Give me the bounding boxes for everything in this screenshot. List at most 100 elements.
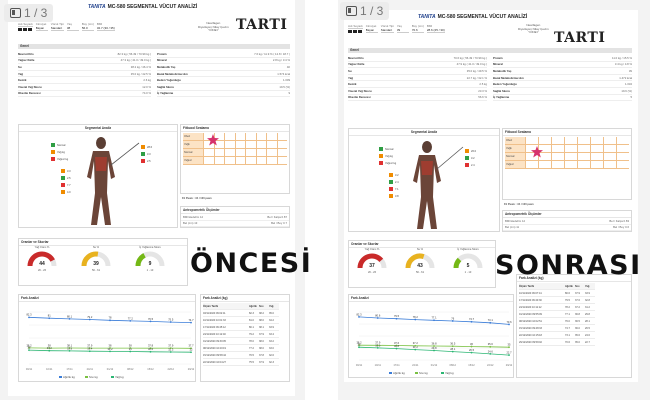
- data-label: 37.6: [394, 341, 400, 345]
- table-cell: 38.0: [259, 318, 264, 322]
- pointer-line: [110, 142, 140, 166]
- data-label: 35: [508, 343, 511, 347]
- data-point: [414, 344, 417, 347]
- table-cell: 29.8: [585, 312, 590, 316]
- segment-swatch: [389, 187, 393, 191]
- fitbar-cell: [525, 137, 538, 144]
- legend-swatch: [111, 376, 114, 378]
- gauge-label: Su %: [416, 248, 424, 251]
- genel-row: Kemik 2.5 kg: [348, 81, 487, 88]
- fitbar-cell: [245, 141, 256, 148]
- segment-swatch: [61, 183, 65, 187]
- table-cell: 38.1: [259, 325, 264, 329]
- page-indicator[interactable]: 1 / 3: [340, 2, 390, 20]
- data-label: 76.5: [148, 317, 154, 321]
- fitbar-cell: [590, 161, 603, 168]
- genel-value: 74.0 %: [142, 91, 151, 96]
- fitbar-label: Normal: [183, 149, 203, 156]
- oranlar-title: Oranlar ve Skorlar: [349, 241, 495, 248]
- fitbar-grid: Obez Yağlı Normal Yağsız: [505, 137, 629, 169]
- legend-swatch: [59, 376, 62, 378]
- antro-left: Bel (cm) 13: [183, 221, 198, 226]
- legend-label: Yağsız kg: [385, 161, 397, 165]
- segment-value: 7.7: [61, 183, 71, 187]
- segmental-legend: Normal Yağ kg Yağsız kg: [51, 143, 68, 161]
- fitbar-row: Yağlı: [183, 141, 287, 149]
- genel-row: Mineral 3.4 kg / 4.8 %: [493, 62, 632, 69]
- fit-score: Fit Puanı : 34 / 100 puan: [182, 197, 212, 200]
- fitbar-cell: [276, 149, 288, 156]
- segment-values: 3.2 2.4 7.1 3.8: [389, 173, 399, 198]
- genel-value: 19.6 (%): [621, 88, 632, 93]
- table-cell: 17/11/2020 09:40:30: [519, 298, 542, 302]
- fitbar-cell: [213, 133, 225, 140]
- gauge-label: İç Yağlanma Skoru: [457, 248, 479, 251]
- genel-key: Viseral Yağ Skoru: [348, 88, 372, 93]
- legend-label: Yağ kg: [115, 375, 124, 379]
- antro-right: Bel / Kalça 0.83: [609, 218, 629, 223]
- segment-value: 3.2: [389, 173, 399, 177]
- swatch: [18, 28, 22, 31]
- report-header: TANITA MC-580 SEGMENTAL VÜCUT ANALİZİ: [418, 14, 527, 20]
- fitbar-cell: [616, 153, 629, 160]
- table-cell: 32.6: [269, 353, 274, 357]
- genel-value: 47.3 kg ( 41.0 / 49.0 kg ): [120, 58, 151, 63]
- table-cell: 22/12/2020 10:15:18: [519, 333, 542, 337]
- genel-row: Obezite Derecesi 74.0 %: [18, 91, 151, 98]
- antro-box: Antropometrik Ölçümler BMI/Hedefim 12 Bel…: [502, 210, 632, 232]
- gauge-fill: [81, 251, 99, 267]
- fitbar-cell: [564, 161, 577, 168]
- fitbar-cell: [603, 137, 616, 144]
- antro-row: Bel (cm) 11 Bel / Boy 0.6: [503, 225, 631, 232]
- table-cell: 77.1: [565, 312, 570, 316]
- data-label: 79.5: [394, 314, 400, 318]
- data-label: 24.6: [488, 349, 494, 353]
- fitbar-cell: [203, 157, 214, 164]
- gauge: İç Yağlanma Skoru 9 1 - 13: [135, 246, 165, 272]
- segmental-legend: Normal Yağ kg Yağsız kg: [379, 147, 396, 165]
- fitbar-cell: [525, 145, 538, 152]
- page-indicator[interactable]: 1 / 3: [4, 4, 54, 22]
- genel-key: Sağlık Skoru: [157, 84, 174, 89]
- gauge-fill: [453, 257, 462, 269]
- legend-label: Normal: [385, 147, 394, 151]
- legend-swatch: [415, 372, 418, 374]
- org-line: Nearfagen: [206, 21, 221, 25]
- table-header: Ölçüm Tarihi Ağırlık Sıvı Yağ: [519, 283, 595, 290]
- sidebar-toggle-icon: [346, 6, 357, 16]
- segment-number: 7.1: [395, 187, 399, 191]
- genel-value: 70.6 kg ( 56.49 / 70.99 kg ): [453, 55, 487, 60]
- column-header: Ağırlık: [249, 304, 257, 308]
- data-point: [129, 350, 132, 353]
- table-cell: 22.7: [585, 340, 590, 344]
- genel-value: 3.4 kg / 4.8 %: [614, 62, 632, 67]
- fitbar-cell: [203, 141, 214, 148]
- segment-value: 4.0: [61, 190, 71, 194]
- x-tick-label: 15/12: [468, 363, 475, 367]
- genel-value: 22.7 kg / 32.1 %: [466, 75, 487, 80]
- segmental-title: Segmental Analiz: [19, 125, 177, 132]
- gauge: Su % 39 50 - 61: [81, 246, 111, 272]
- data-label: 37.7: [188, 344, 194, 348]
- table-cell: 76.5: [249, 353, 254, 357]
- genel-value: 47.9 kg ( 41.0 / 49.0 kg ): [456, 62, 487, 67]
- meta-header: BMI: [426, 24, 433, 28]
- legend-label: Ağırlık kg: [393, 371, 405, 375]
- data-point: [470, 351, 473, 354]
- genel-row: Metabolik Yaş 39: [493, 68, 632, 75]
- data-point: [414, 348, 417, 351]
- fitbar-label: Obez: [505, 137, 525, 144]
- fitbar-cell: [234, 157, 246, 164]
- segment-value: 2.5: [61, 176, 71, 180]
- data-point: [508, 346, 510, 349]
- report-header: TANITA MC-580 SEGMENTAL VÜCUT ANALİZİ: [88, 4, 197, 10]
- fitbar-cell: [266, 157, 277, 164]
- data-point: [489, 345, 492, 348]
- table-cell: 37.6: [575, 298, 580, 302]
- table-row: 03/11/2020 09:02:11 82.3 38.2 35.0: [203, 310, 279, 317]
- genel-key: Mevcut Kilo: [18, 51, 34, 56]
- data-label: 37.9: [168, 344, 174, 348]
- segment-value: 2.4: [389, 180, 399, 184]
- data-point: [169, 347, 172, 350]
- meta-value: [348, 28, 363, 29]
